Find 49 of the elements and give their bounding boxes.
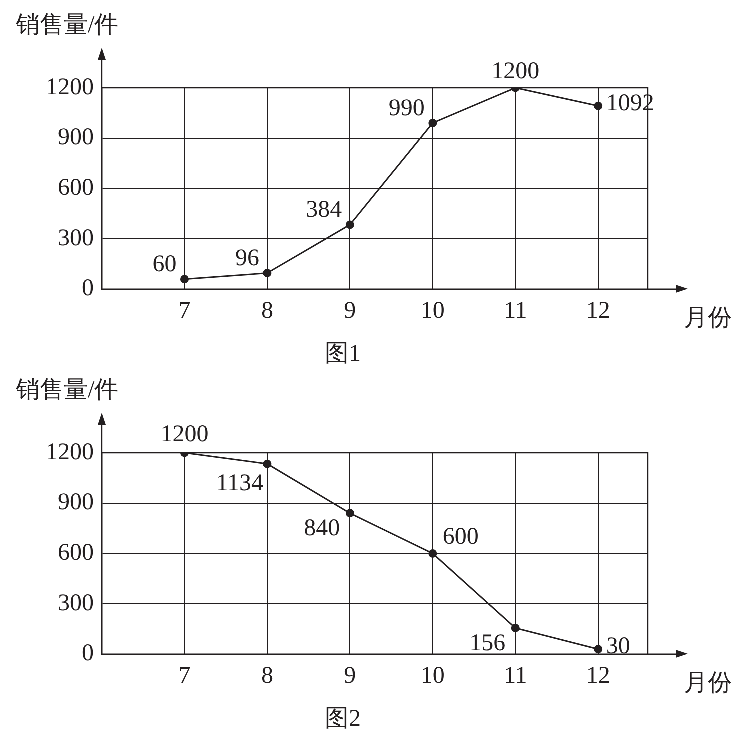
x-tick-label: 11 bbox=[504, 663, 528, 690]
x-axis-title: 月份 bbox=[684, 306, 732, 332]
x-tick-label: 9 bbox=[344, 663, 356, 690]
y-tick-label: 300 bbox=[58, 225, 94, 252]
x-tick-label: 10 bbox=[420, 298, 445, 324]
point bbox=[263, 269, 272, 278]
x-tick-label: 11 bbox=[504, 298, 528, 324]
point bbox=[428, 549, 438, 558]
y-tick-label: 900 bbox=[58, 490, 94, 516]
data-label: 1200 bbox=[492, 58, 540, 84]
y-tick-label: 0 bbox=[82, 640, 94, 667]
y-tick-label: 0 bbox=[82, 276, 94, 302]
point bbox=[346, 220, 354, 230]
x-tick-label: 12 bbox=[586, 663, 610, 690]
y-tick-label: 300 bbox=[58, 590, 94, 616]
point bbox=[594, 102, 603, 110]
x-tick-label: 7 bbox=[178, 663, 191, 690]
x-tick-label: 8 bbox=[261, 663, 274, 690]
y-tick-label: 600 bbox=[58, 174, 94, 201]
data-label: 840 bbox=[304, 516, 340, 542]
x-tick-label: 10 bbox=[420, 663, 445, 690]
data-label: 384 bbox=[306, 197, 342, 224]
data-label: 1134 bbox=[216, 470, 264, 496]
point bbox=[263, 460, 272, 468]
data-label: 30 bbox=[606, 634, 630, 660]
point bbox=[346, 509, 354, 518]
y-tick-label: 900 bbox=[58, 124, 94, 151]
point bbox=[428, 118, 438, 128]
data-label: 990 bbox=[388, 96, 425, 122]
point bbox=[594, 645, 603, 654]
y-axis-title: 销售量/件 bbox=[15, 12, 119, 38]
y-axis-title: 销售量/件 bbox=[15, 377, 119, 404]
data-label: 1200 bbox=[160, 421, 209, 448]
y-tick-label: 600 bbox=[58, 540, 94, 566]
data-label: 156 bbox=[470, 630, 506, 657]
point bbox=[511, 624, 520, 632]
data-label: 60 bbox=[152, 252, 177, 278]
data-label: 600 bbox=[442, 524, 479, 550]
y-tick-label: 1200 bbox=[46, 74, 94, 100]
data-label: 96 bbox=[235, 246, 260, 272]
x-tick-label: 7 bbox=[178, 298, 191, 324]
x-tick-label: 8 bbox=[261, 298, 274, 324]
text: 图2 bbox=[325, 706, 361, 732]
x-tick-label: 9 bbox=[344, 298, 356, 324]
point bbox=[180, 275, 189, 284]
y-tick-label: 1200 bbox=[46, 439, 94, 466]
x-tick-label: 12 bbox=[586, 298, 610, 324]
x-axis-title: 月份 bbox=[684, 670, 732, 697]
text: 图1 bbox=[325, 340, 361, 367]
